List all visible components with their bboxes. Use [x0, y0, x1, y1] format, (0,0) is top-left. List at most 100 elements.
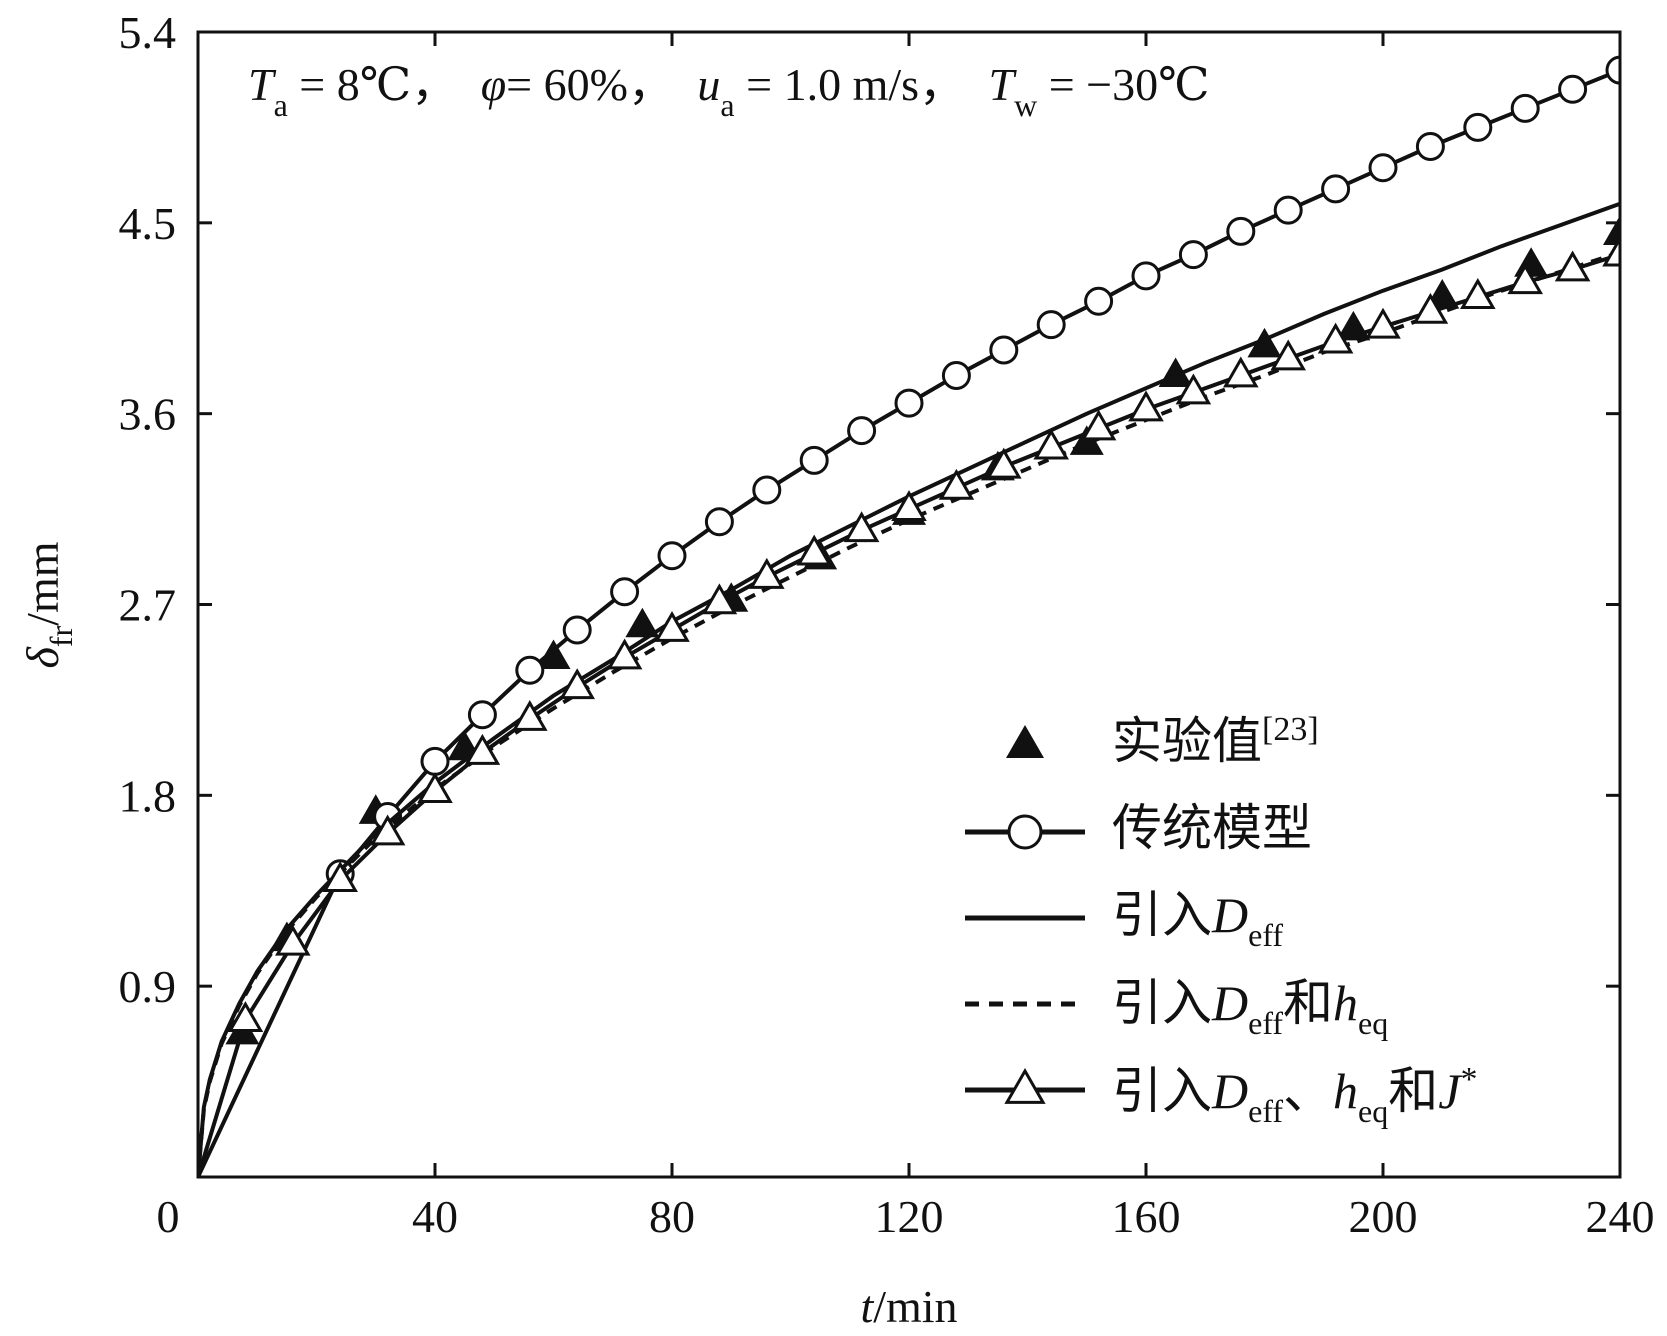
series-traditional-marker [894, 388, 924, 418]
phi-value: = 60%， [506, 59, 674, 110]
y-tick-label: 5.4 [119, 7, 177, 58]
series-traditional-line [198, 68, 1620, 1177]
series-traditional-marker [420, 746, 450, 776]
tw-value: = −30℃ [1037, 59, 1209, 110]
y-tick-label: 2.7 [119, 580, 177, 631]
series-deff-heq-j-marker [417, 772, 453, 803]
series-traditional-marker [847, 416, 877, 446]
series-deff-heq-j-marker [227, 1001, 264, 1032]
legend-symbol-traditional [1007, 814, 1043, 850]
series-deff-heq-j-marker [796, 534, 832, 566]
series-traditional-marker [1226, 216, 1256, 246]
x-axis-label: t/min [860, 1281, 957, 1332]
y-tick-label: 1.8 [119, 770, 177, 821]
series-traditional-marker [1558, 74, 1588, 104]
series-deff-heq-j-marker [938, 468, 975, 500]
series-traditional-marker [1178, 240, 1208, 270]
series-traditional-marker [1510, 93, 1540, 123]
legend-label-experimental: 实验值[23] [1112, 711, 1319, 770]
plot-area [198, 55, 1620, 1177]
legend-symbol-deff-heq-j [1004, 1067, 1046, 1104]
y-tick-label: 4.5 [119, 198, 177, 249]
series-deff-heq-j-marker [701, 583, 738, 615]
series-traditional-marker [1321, 174, 1351, 204]
ua-value: = 1.0 m/s， [735, 59, 965, 110]
series-deff-heq-j-marker [986, 447, 1022, 479]
ta-value: = 8℃， [288, 59, 457, 110]
series-deff-heq-j-marker [654, 610, 690, 642]
series-deff-heq-j-marker [843, 511, 880, 543]
y-axis-subscript: fr [43, 625, 79, 647]
series-traditional-marker [704, 507, 734, 537]
y-axis-var: δ [17, 647, 68, 669]
series-deff-heq-j-marker [512, 699, 548, 731]
legend-label-deff-heq-j: 引入Deff、heq和J* [1112, 1061, 1477, 1129]
series-deff-heq-j-marker [464, 733, 501, 765]
series-deff-heq-j-marker [1412, 292, 1449, 324]
series-experimental-marker [1514, 247, 1549, 277]
series-deff-heq-j-marker [891, 490, 927, 521]
series-traditional-marker [799, 445, 829, 475]
series-deff-heq-j-marker [1080, 409, 1117, 441]
series-traditional-marker [1036, 310, 1066, 340]
series-traditional-marker [752, 475, 782, 505]
legend: 实验值[23] 传统模型 引入Deff 引入Deff和heq 引入Deff、he… [965, 711, 1477, 1129]
series-deff-heq-j-marker [1507, 263, 1543, 295]
x-tick-label: 200 [1349, 1191, 1418, 1242]
series-deff-heq-j-marker [1270, 339, 1306, 371]
series-deff-heq-j-marker [559, 668, 595, 700]
series-traditional-marker [941, 361, 971, 390]
series-deff-heq-j-marker [275, 924, 311, 956]
series-traditional-marker [1463, 112, 1493, 142]
series-deff-heq-j-marker [1175, 373, 1212, 405]
ta-subscript: a [274, 87, 288, 123]
ua-symbol: u [697, 59, 720, 110]
legend-symbol-experimental [1006, 725, 1044, 758]
series-traditional-marker [1415, 132, 1445, 161]
x-axis-var: t [860, 1281, 874, 1332]
series-traditional-marker [1273, 195, 1303, 225]
y-tick-label: 3.6 [119, 389, 177, 440]
series-deff-heq-j-marker [606, 638, 643, 670]
x-tick-label: 0 [157, 1191, 180, 1242]
series-deff-heq-j-marker [1365, 307, 1401, 339]
x-axis-unit: /min [873, 1281, 957, 1332]
legend-label-traditional: 传统模型 [1112, 799, 1312, 857]
tw-symbol: T [989, 59, 1018, 110]
axis-ticks: 0 40 80 120 160 200 240 0.9 1.8 2.7 3.6 4.5 5.4 [119, 7, 1655, 1242]
series-traditional-marker [562, 615, 592, 645]
y-axis-label: δfr/mm [17, 541, 79, 668]
series-deff-heq-j-marker [1317, 322, 1354, 354]
series-traditional-marker [1605, 55, 1620, 85]
series-traditional-marker [610, 577, 640, 607]
series-deff-heq-j-marker [322, 861, 358, 893]
series-deff-heq-j-marker [1460, 278, 1496, 309]
x-tick-label: 80 [649, 1191, 695, 1242]
x-tick-label: 240 [1586, 1191, 1655, 1242]
series-traditional-marker [467, 700, 497, 730]
legend-symbols [965, 725, 1085, 1104]
plot-frame [196, 30, 1622, 1179]
y-tick-label: 0.9 [119, 961, 177, 1012]
x-tick-label: 120 [875, 1191, 944, 1242]
ta-symbol: T [248, 59, 277, 110]
legend-label-deff: 引入Deff [1112, 886, 1283, 953]
series-deff-heq-j-marker [1128, 390, 1164, 422]
condition-annotation: Ta = 8℃， φ= 60%， ua = 1.0 m/s， Tw = −30℃ [248, 59, 1210, 123]
series-traditional-marker [1084, 286, 1114, 316]
y-axis-unit: /mm [17, 541, 68, 626]
series-traditional-marker [657, 541, 687, 571]
series-traditional-marker [989, 335, 1019, 365]
ua-subscript: a [720, 87, 734, 123]
series-traditional-marker [1368, 153, 1398, 183]
series-deff-heq-j-marker [1223, 356, 1259, 388]
series-deff-line [198, 201, 1620, 1177]
x-tick-label: 40 [412, 1191, 458, 1242]
series-experimental-marker [1602, 215, 1620, 245]
series-deff-heq-j-marker [1033, 428, 1069, 460]
phi-symbol: φ [481, 59, 506, 110]
legend-label-deff-heq: 引入Deff和heq [1112, 974, 1388, 1041]
x-tick-label: 160 [1112, 1191, 1181, 1242]
series-deff-heq-j-marker [369, 814, 406, 846]
